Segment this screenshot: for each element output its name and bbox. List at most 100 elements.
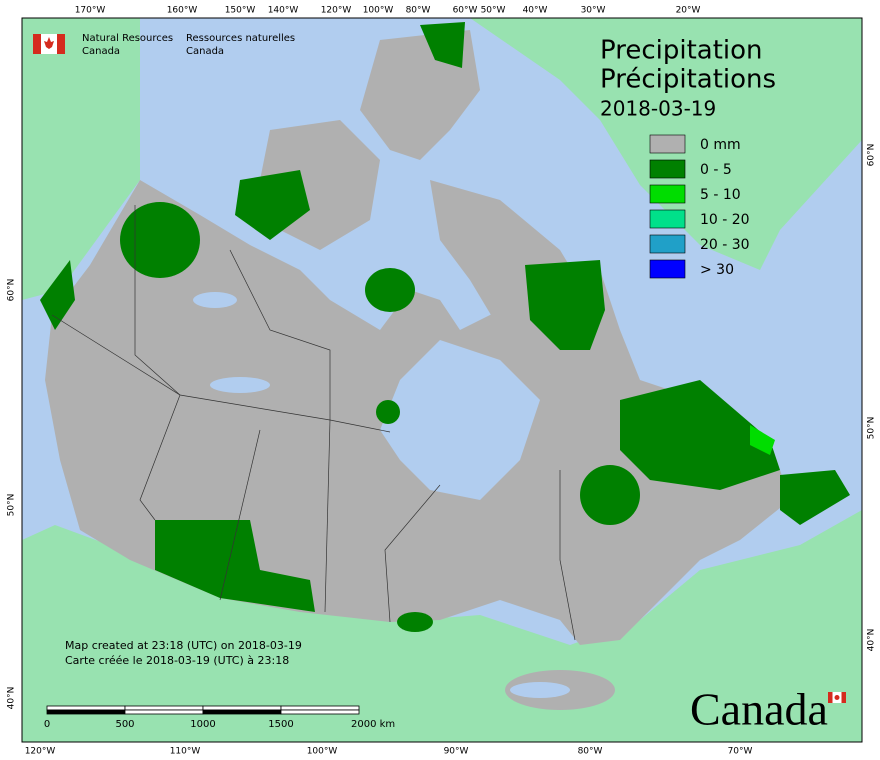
agency-fr: Ressources naturelles xyxy=(186,33,295,44)
great-slave-lake xyxy=(210,377,270,393)
bottom-lon-label: 110°W xyxy=(170,747,201,757)
bottom-lon-label: 120°W xyxy=(25,747,56,757)
maple-leaf xyxy=(834,695,840,700)
canada-wordmark: Canada xyxy=(690,684,846,735)
united-states xyxy=(22,510,862,742)
top-lon-label: 20°W xyxy=(676,6,701,16)
legend-label: 5 - 10 xyxy=(700,187,741,203)
scale-bar: 0 500 1000 1500 2000 km xyxy=(44,705,395,730)
legend-label: 20 - 30 xyxy=(700,237,750,253)
legend-swatch xyxy=(649,234,686,254)
title: Precipitation xyxy=(600,36,763,66)
legend-swatch xyxy=(649,209,686,229)
border-yukon xyxy=(134,205,181,396)
scale-label: 2000 km xyxy=(351,719,395,730)
left-lat-label: 50°N xyxy=(7,494,17,517)
precip-victoria xyxy=(365,268,415,312)
legend: 0 mm 0 - 5 5 - 10 10 - 20 20 - 30 > 30 xyxy=(649,134,750,279)
precip-greenland-nw xyxy=(420,22,465,68)
agency-en: Natural Resources xyxy=(82,33,173,44)
top-lon-label: 50°W xyxy=(481,6,506,16)
scale-label: 500 xyxy=(115,719,134,730)
flag-bar xyxy=(841,692,846,703)
hudson-bay xyxy=(380,340,540,500)
legend-label: > 30 xyxy=(700,262,734,278)
top-lon-label: 60°W xyxy=(453,6,478,16)
right-lat-label: 60°N xyxy=(867,144,877,167)
legend-label: 0 - 5 xyxy=(700,162,732,178)
bottom-lon-label: 80°W xyxy=(578,747,603,757)
top-lon-label: 140°W xyxy=(268,6,299,16)
maple-leaf xyxy=(44,37,54,49)
border-nunavut xyxy=(229,249,331,420)
right-lat-label: 40°N xyxy=(867,629,877,652)
precip-newfoundland xyxy=(780,470,850,525)
scale-segment xyxy=(124,709,204,715)
border-mb-on xyxy=(384,484,441,623)
border-60n xyxy=(51,314,391,433)
top-lon-label: 150°W xyxy=(225,6,256,16)
scale-segment xyxy=(280,709,360,715)
precip-labrador xyxy=(620,380,780,490)
top-lon-label: 80°W xyxy=(406,6,431,16)
bottom-lon-label: 70°W xyxy=(728,747,753,757)
flag-bar xyxy=(57,34,65,54)
date: 2018-03-19 xyxy=(600,97,716,121)
top-lon-label: 30°W xyxy=(581,6,606,16)
precip-baffin xyxy=(525,260,605,350)
flag-bar xyxy=(828,692,833,703)
map-area xyxy=(22,18,862,742)
precip-banks-island xyxy=(235,170,310,240)
precip-labrador-coast xyxy=(750,425,775,455)
legend-label: 10 - 20 xyxy=(700,212,750,228)
top-lon-label: 160°W xyxy=(167,6,198,16)
scale-segment xyxy=(46,709,126,715)
border-on-qc xyxy=(559,470,576,641)
scale-label: 0 xyxy=(44,719,50,730)
border-bc xyxy=(139,394,181,521)
credit: Map created at 23:18 (UTC) on 2018-03-19 xyxy=(65,639,302,652)
border-sk-mb xyxy=(324,419,331,613)
scale-segment xyxy=(202,705,282,711)
legend-swatch xyxy=(649,184,686,204)
top-lon-label: 40°W xyxy=(523,6,548,16)
great-bear-lake xyxy=(193,292,237,308)
scale-label: 1000 xyxy=(190,719,215,730)
scale-segment xyxy=(46,705,126,711)
left-lat-label: 60°N xyxy=(7,279,17,302)
scale-segment xyxy=(202,709,282,715)
top-lon-label: 170°W xyxy=(75,6,106,16)
alaska xyxy=(22,18,140,300)
scale-segment xyxy=(124,705,204,711)
wordmark: Canada xyxy=(690,684,828,735)
scale-label: 1500 xyxy=(268,719,293,730)
right-lat-label: 50°N xyxy=(867,417,877,440)
border-ab-sk xyxy=(219,429,261,601)
bottom-lon-label: 100°W xyxy=(307,747,338,757)
bottom-lon-label: 90°W xyxy=(444,747,469,757)
top-lon-label: 100°W xyxy=(363,6,394,16)
map-frame xyxy=(21,17,863,743)
precip-quebec xyxy=(580,465,640,525)
precip-prairies xyxy=(155,520,315,612)
graticule-labels: 170°W 160°W 150°W 140°W 120°W 100°W 80°W 60°W 50… xyxy=(7,6,877,757)
agency-logo: Natural Resources Canada Ressources natu… xyxy=(33,33,295,57)
credit: Carte créée le 2018-03-19 (UTC) à 23:18 xyxy=(65,654,289,667)
precip-yukon xyxy=(120,202,200,278)
scale-segment xyxy=(280,705,360,711)
legend-swatch xyxy=(649,159,686,179)
title: Précipitations xyxy=(600,65,776,95)
top-lon-label: 120°W xyxy=(321,6,352,16)
borders xyxy=(51,205,576,641)
agency-en: Canada xyxy=(82,46,120,57)
legend-swatch xyxy=(649,259,686,279)
flag-bar xyxy=(33,34,41,54)
precip-alaska-panhandle xyxy=(40,260,75,330)
legend-swatch xyxy=(649,134,686,154)
agency-fr: Canada xyxy=(186,46,224,57)
precip-hudson-coast xyxy=(376,400,400,424)
legend-label: 0 mm xyxy=(700,137,741,153)
left-lat-label: 40°N xyxy=(7,687,17,710)
precip-ontario xyxy=(397,612,433,632)
